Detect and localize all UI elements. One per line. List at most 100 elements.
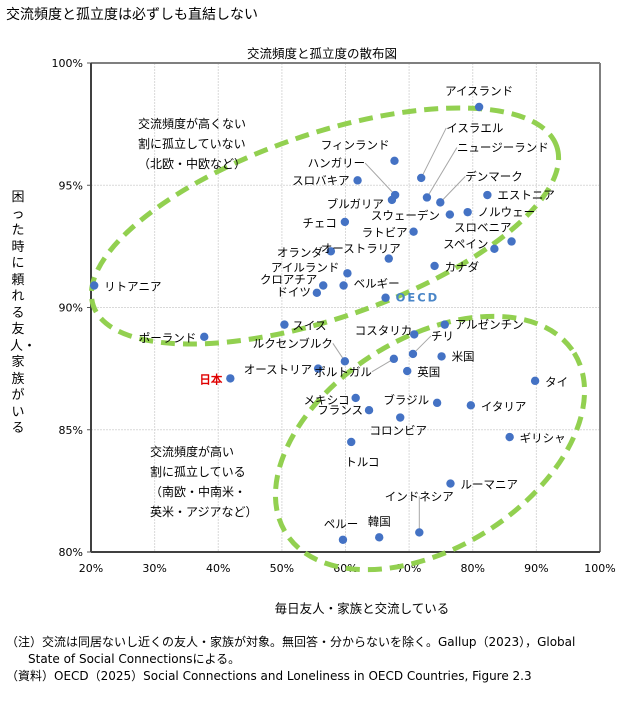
y-tick-label: 95% — [59, 179, 83, 192]
point-label: イタリア — [481, 399, 527, 413]
leader-line — [426, 147, 458, 198]
leader-line — [371, 358, 395, 373]
annotation-text: 割に孤立していない — [138, 136, 246, 151]
data-points — [89, 102, 540, 544]
leader-line — [412, 335, 432, 355]
note-line: State of Social Connectionsによる。 — [28, 652, 241, 666]
note-line: （注）交流は同居ないし近くの友人・家族が対象。無回答・分からないを除く。Gall… — [6, 635, 576, 649]
chart-title: 交流頻度と孤立度の散布図 — [246, 46, 397, 61]
data-point — [466, 401, 476, 410]
point-label: フィンランド — [321, 138, 390, 152]
point-label: アイスランド — [445, 84, 513, 98]
data-point — [312, 288, 322, 298]
data-point — [505, 432, 514, 442]
point-label: インドネシア — [385, 489, 454, 503]
point-label: クロアチア — [260, 272, 317, 286]
data-point — [389, 354, 399, 364]
x-tick-label: 100% — [584, 562, 615, 575]
data-point — [340, 357, 350, 366]
data-point — [490, 244, 499, 254]
point-label: コスタリカ — [355, 323, 413, 337]
data-point — [408, 349, 418, 359]
point-label: 日本 — [199, 372, 222, 386]
annotation-text: （北欧・中欧など） — [138, 156, 246, 171]
point-label: イスラエル — [446, 121, 503, 135]
point-label: ノルウェー — [478, 205, 536, 219]
point-label: フランス — [317, 403, 363, 417]
point-label: トルコ — [345, 455, 379, 469]
x-tick-label: 80% — [461, 562, 485, 575]
annotation-text: 割に孤立している — [150, 464, 246, 479]
source-line: （資料）OECD（2025）Social Connections and Lon… — [6, 669, 532, 683]
annotation-text: （南欧・中南米・ — [150, 484, 246, 499]
point-label: スロベニア — [454, 220, 512, 234]
data-point — [409, 227, 418, 236]
data-point — [381, 293, 390, 302]
point-label: ルーマニア — [460, 478, 518, 492]
data-point — [474, 102, 484, 112]
point-label: スペイン — [443, 237, 488, 251]
data-point — [347, 437, 356, 447]
point-label: リトアニア — [104, 279, 161, 293]
gridlines — [91, 63, 600, 552]
point-label: 米国 — [452, 349, 475, 363]
point-label: オーストリア — [244, 363, 312, 377]
point-label: ニュージーランド — [457, 140, 549, 154]
upper-group-ellipse — [88, 105, 562, 347]
point-label: メキシコ — [304, 393, 350, 407]
x-tick-label: 50% — [270, 562, 294, 575]
x-tick-label: 30% — [142, 562, 166, 575]
page-title: 交流頻度と孤立度は必ずしも直結しない — [6, 7, 258, 23]
point-label: OECD — [396, 291, 440, 305]
point-label: エストニア — [497, 188, 555, 202]
data-point — [463, 207, 472, 217]
data-point — [422, 193, 432, 202]
x-axis-label: 毎日友人・家族と交流している — [274, 601, 450, 616]
point-label: スウェーデン — [371, 209, 440, 223]
y-tick-label: 90% — [59, 302, 83, 315]
point-label: オランダ — [277, 245, 323, 259]
data-point — [313, 364, 323, 373]
data-point — [353, 176, 362, 185]
data-point — [340, 217, 350, 227]
leader-lines — [332, 127, 466, 533]
axes: 20% 30% 40% 50% 60% 70% 80% 90% 100%80%85%90%95%… — [52, 57, 616, 575]
leader-line — [439, 176, 466, 203]
data-point — [430, 261, 439, 271]
point-label: デンマーク — [465, 169, 523, 183]
point-label: チリ — [431, 329, 454, 343]
data-point — [530, 376, 540, 386]
annotation-text: 英米・アジアなど） — [150, 505, 258, 519]
point-label: ルクセンブルク — [253, 336, 333, 350]
point-label: コロンビア — [369, 424, 427, 438]
data-point — [89, 281, 99, 290]
data-point — [507, 237, 516, 246]
point-label: ハンガリー — [308, 156, 366, 170]
point-label: チェコ — [302, 216, 337, 230]
data-point — [437, 352, 446, 361]
data-point — [436, 198, 445, 207]
data-point — [326, 247, 336, 256]
grouping-ellipses — [88, 105, 588, 573]
point-label: ポルトガル — [314, 365, 372, 379]
point-label: ペルー — [324, 517, 359, 531]
annotation-text: 交流頻度が高い — [150, 444, 234, 459]
data-point — [384, 254, 393, 263]
data-point — [375, 533, 384, 542]
point-label: 韓国 — [368, 514, 391, 528]
data-point — [390, 156, 399, 165]
data-point — [440, 320, 449, 329]
data-point — [339, 281, 348, 290]
data-point — [446, 479, 455, 488]
lower-group-ellipse — [272, 313, 588, 573]
data-point — [410, 330, 419, 339]
y-axis-label: 困った時に頼れる友人・家族がいる — [10, 190, 37, 436]
point-label: アイルランド — [271, 260, 339, 274]
x-tick-label: 90% — [524, 562, 548, 575]
y-tick-label: 100% — [52, 57, 83, 70]
point-label: オーストラリア — [321, 242, 401, 256]
point-label: ドイツ — [276, 285, 311, 299]
